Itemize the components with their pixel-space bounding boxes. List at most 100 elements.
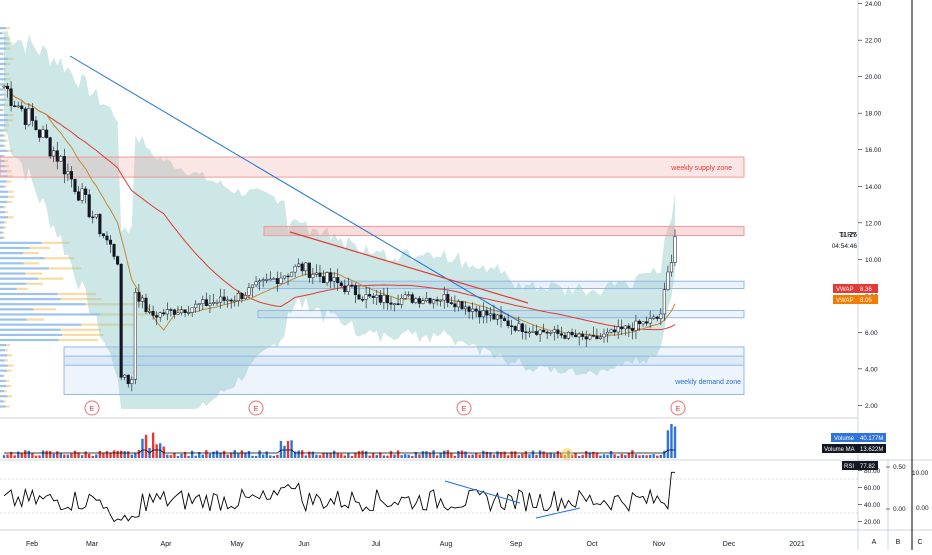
volume-bar bbox=[602, 454, 606, 458]
rsi-axis[interactable]: 80.00 60.00 40.00 20.00 bbox=[0, 468, 881, 526]
volume-bar bbox=[208, 453, 212, 458]
candle-body bbox=[66, 171, 70, 175]
candle-body bbox=[598, 336, 602, 340]
candle-body bbox=[350, 284, 354, 287]
candle-body bbox=[591, 335, 595, 337]
candle-body bbox=[116, 256, 120, 265]
volume-bar bbox=[141, 438, 144, 458]
volume-bar bbox=[91, 455, 94, 458]
price-axis-tick: 10.00 bbox=[865, 257, 882, 264]
candle-body bbox=[16, 105, 20, 108]
candle-body bbox=[378, 294, 382, 303]
profile-bar-blue bbox=[0, 236, 4, 239]
profile-bar-yellow bbox=[3, 400, 6, 403]
weekly-demand-zone-inner[interactable] bbox=[63, 355, 745, 366]
resistance-trendline[interactable] bbox=[289, 231, 529, 304]
candle-body bbox=[172, 309, 176, 315]
volume-bar bbox=[304, 455, 307, 458]
rsi-axis-tick: 80.00 bbox=[864, 468, 881, 475]
volume-bar bbox=[134, 452, 137, 458]
volume-bar bbox=[212, 451, 215, 458]
vwap-zone[interactable] bbox=[257, 280, 745, 290]
earnings-marker bbox=[456, 400, 472, 416]
profile-bar-blue bbox=[0, 333, 63, 337]
candlesticks bbox=[2, 81, 677, 392]
profile-bar-yellow bbox=[41, 241, 70, 244]
volume-bar bbox=[20, 453, 23, 458]
volume-bar bbox=[315, 454, 318, 458]
volume-bar bbox=[116, 450, 119, 458]
volume-bar bbox=[624, 455, 627, 458]
candle-body bbox=[442, 294, 446, 301]
candle-body bbox=[556, 329, 560, 334]
weekly-demand-zone[interactable] bbox=[63, 346, 745, 395]
candle-body bbox=[439, 299, 443, 302]
candle-body bbox=[588, 335, 592, 340]
profile-bar-yellow bbox=[2, 108, 5, 112]
resistance-zone[interactable] bbox=[263, 225, 745, 237]
earnings-marker-label: E bbox=[90, 406, 95, 413]
profile-bar-blue bbox=[0, 119, 8, 122]
candle-body bbox=[314, 272, 318, 275]
volume-bar bbox=[251, 455, 254, 458]
time-axis[interactable]: Feb Mar Apr May Jun Jul Aug Sep Oct Nov Dec 2021 bbox=[26, 541, 805, 548]
candle-body bbox=[229, 299, 233, 302]
candle-body bbox=[574, 334, 578, 338]
scale-button-c[interactable]: C bbox=[917, 539, 922, 546]
profile-bar-blue bbox=[0, 185, 5, 188]
candle-body bbox=[258, 280, 262, 283]
rsi-label-text: RSI bbox=[844, 464, 854, 470]
candle-body bbox=[662, 289, 666, 315]
profile-bar-yellow bbox=[7, 369, 12, 372]
volume-badge bbox=[831, 433, 858, 442]
volume-bar bbox=[109, 452, 112, 458]
profile-bar-blue bbox=[0, 205, 4, 209]
candle-body bbox=[534, 331, 539, 335]
volume-bar bbox=[485, 451, 489, 458]
volume-bar bbox=[535, 454, 538, 458]
volume-bar bbox=[350, 455, 354, 458]
profile-bar-blue bbox=[0, 405, 6, 408]
candle-body bbox=[2, 85, 6, 88]
volume-bar bbox=[510, 451, 513, 458]
profile-bar-yellow bbox=[4, 221, 7, 224]
earnings-marker-label: E bbox=[676, 406, 681, 413]
volume-bar bbox=[6, 454, 9, 458]
price-axis-tick: 14.00 bbox=[865, 184, 882, 191]
volume-bar bbox=[634, 454, 638, 458]
candle-body bbox=[336, 277, 340, 283]
profile-bar-yellow bbox=[7, 42, 13, 45]
candle-body bbox=[158, 312, 162, 318]
volume-bars bbox=[2, 423, 677, 458]
scale-button-a[interactable]: A bbox=[872, 539, 877, 546]
profile-bar-yellow bbox=[4, 129, 8, 132]
time-axis-label: 2021 bbox=[789, 541, 805, 548]
volume-bar bbox=[70, 453, 73, 458]
rsi-trendline[interactable] bbox=[444, 480, 521, 504]
price-axis-tick: 2.00 bbox=[865, 403, 878, 410]
profile-bar-blue bbox=[0, 47, 7, 50]
volume-bar bbox=[577, 455, 581, 458]
volume-bar bbox=[400, 455, 403, 458]
weekly-supply-zone[interactable] bbox=[0, 156, 745, 178]
extra-axis-1: 0.50 0.00 bbox=[886, 464, 906, 513]
candle-body bbox=[27, 108, 31, 125]
profile-bar-blue bbox=[0, 27, 7, 30]
profile-bar-yellow bbox=[6, 344, 11, 347]
profile-bar-blue bbox=[0, 303, 86, 306]
rsi-label: RSI 77.82 bbox=[842, 461, 878, 470]
candle-body bbox=[176, 312, 180, 315]
candle-body bbox=[48, 137, 52, 157]
candle-body bbox=[623, 325, 627, 330]
profile-bar-blue bbox=[0, 180, 7, 183]
candle-body bbox=[488, 313, 492, 316]
scale-button-b[interactable]: B bbox=[896, 539, 901, 546]
candle-body bbox=[605, 331, 610, 335]
candle-body bbox=[570, 332, 574, 336]
price-axis[interactable]: 24.00 22.00 20.00 18.00 16.00 14.00 12.00 10.00… bbox=[858, 1, 882, 410]
extra-axis-2: 10.00 0.00 bbox=[912, 470, 929, 512]
volume-bar bbox=[453, 455, 457, 458]
vwap-long-value-text: 8.36 bbox=[860, 287, 872, 293]
profile-bar-blue bbox=[0, 78, 7, 81]
